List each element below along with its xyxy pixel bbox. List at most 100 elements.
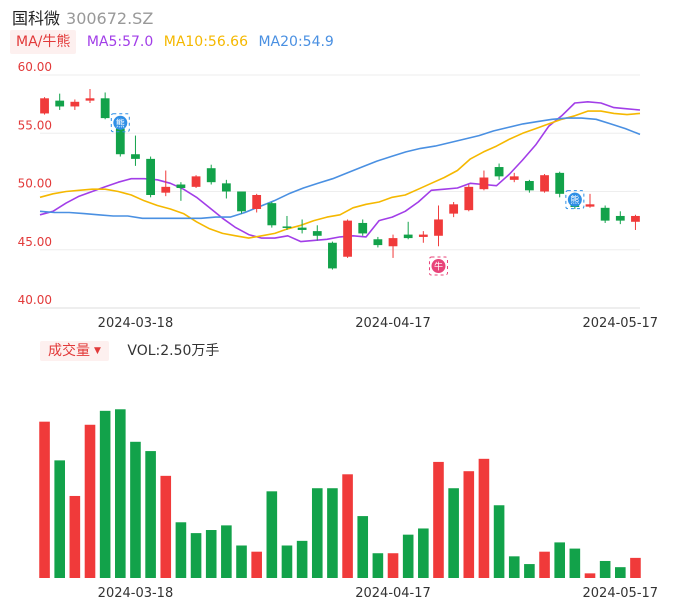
candle-body: [434, 219, 443, 236]
caret-down-icon: ▼: [94, 346, 101, 356]
volume-x-tick-label: 2024-03-18: [98, 586, 174, 601]
volume-x-tick-label: 2024-04-17: [355, 586, 431, 601]
marker-text: 熊: [116, 117, 125, 129]
candle-body: [146, 158, 155, 195]
volume-selector-button[interactable]: 成交量 ▼: [40, 341, 109, 361]
candle-body: [540, 175, 549, 192]
candle-body: [388, 238, 398, 247]
ma-legend: MA/牛熊 MA5:57.0 MA10:56.66 MA20:54.9: [10, 30, 334, 54]
marker-text: 熊: [570, 194, 579, 206]
candle-body: [509, 176, 519, 180]
candle-body: [85, 98, 95, 101]
volume-bar: [251, 551, 262, 578]
volume-bar: [327, 488, 338, 578]
volume-bar: [569, 548, 581, 578]
volume-bar: [342, 474, 353, 578]
volume-bar: [357, 516, 369, 578]
volume-bar: [130, 441, 141, 578]
ma10-label: MA10:56.66: [163, 34, 249, 50]
y-tick-label: 60.00: [18, 60, 52, 74]
volume-bar: [145, 451, 156, 578]
candle-body: [282, 226, 292, 228]
candle-body: [343, 220, 352, 257]
candle-body: [403, 234, 413, 239]
stock-name: 国科微: [12, 9, 61, 28]
marker-frame: [565, 190, 585, 210]
candle-body: [70, 101, 80, 107]
marker-dot: [113, 115, 128, 130]
candle-body: [449, 204, 459, 214]
candle-body: [479, 177, 489, 190]
volume-bar: [418, 528, 429, 578]
y-tick-label: 50.00: [18, 177, 52, 191]
volume-value-label: VOL:2.50万手: [127, 343, 220, 359]
volume-bar: [311, 488, 323, 578]
volume-bar: [448, 488, 459, 578]
candle-body: [373, 239, 383, 246]
candle-body: [525, 181, 534, 191]
volume-legend: 成交量 ▼ VOL:2.50万手: [40, 341, 219, 361]
candle-body: [328, 242, 337, 269]
signal-marker: 熊: [565, 190, 585, 210]
signal-marker: 熊: [110, 113, 130, 133]
volume-bar: [599, 560, 611, 578]
volume-bar: [433, 461, 444, 578]
volume-bar: [205, 530, 217, 578]
candle-body: [464, 186, 474, 211]
y-tick-label: 45.00: [18, 235, 52, 249]
marker-frame: [428, 256, 448, 276]
candle-body: [494, 167, 504, 177]
candle-body: [312, 231, 322, 236]
ma-line-ma10: [39, 110, 641, 239]
x-tick-label: 2024-03-18: [98, 316, 174, 331]
volume-bar: [630, 557, 641, 578]
volume-bar: [402, 534, 414, 578]
candle-body: [191, 176, 201, 187]
candle-body: [40, 98, 49, 114]
candle-body: [358, 222, 368, 234]
marker-dot: [567, 192, 582, 207]
ma-line-ma20: [39, 117, 641, 220]
volume-bar: [39, 421, 50, 578]
volume-bar: [175, 522, 187, 578]
candle-body: [161, 186, 171, 193]
volume-x-tick-label: 2024-05-17: [583, 586, 659, 601]
candle-body: [206, 168, 216, 183]
volume-bar: [508, 556, 520, 578]
candle-body: [176, 184, 186, 189]
volume-bar: [615, 567, 626, 578]
marker-text: 牛: [434, 261, 443, 273]
candle-body: [131, 154, 140, 159]
marker-frame: [110, 113, 130, 133]
stock-header: 国科微 300672.SZ: [12, 5, 154, 28]
candle-body: [221, 183, 231, 192]
candle-body: [252, 194, 262, 209]
volume-bar: [221, 525, 232, 578]
candle-body: [631, 215, 640, 222]
signal-marker: 牛: [428, 256, 448, 276]
volume-bar: [539, 551, 550, 578]
stock-code: 300672.SZ: [66, 9, 154, 28]
volume-bar: [84, 424, 96, 578]
volume-bar: [281, 545, 293, 578]
candle-body: [55, 100, 65, 107]
volume-bar: [236, 545, 247, 578]
volume-selector-label: 成交量: [48, 343, 90, 359]
candle-body: [555, 172, 565, 194]
y-tick-label: 40.00: [18, 293, 52, 307]
ma-line-ma5: [39, 101, 641, 243]
y-tick-label: 55.00: [18, 118, 52, 132]
volume-bar: [99, 410, 111, 578]
volume-bar: [463, 471, 475, 578]
volume-bar: [387, 553, 399, 578]
volume-bar: [524, 564, 535, 578]
ma-selector-button[interactable]: MA/牛熊: [10, 30, 77, 54]
candle-body: [100, 98, 110, 119]
x-tick-label: 2024-05-17: [583, 316, 659, 331]
candle-body: [600, 207, 610, 221]
volume-bar: [478, 458, 490, 578]
candle-body: [115, 128, 125, 155]
candle-body: [297, 227, 307, 230]
volume-bar: [372, 553, 384, 578]
